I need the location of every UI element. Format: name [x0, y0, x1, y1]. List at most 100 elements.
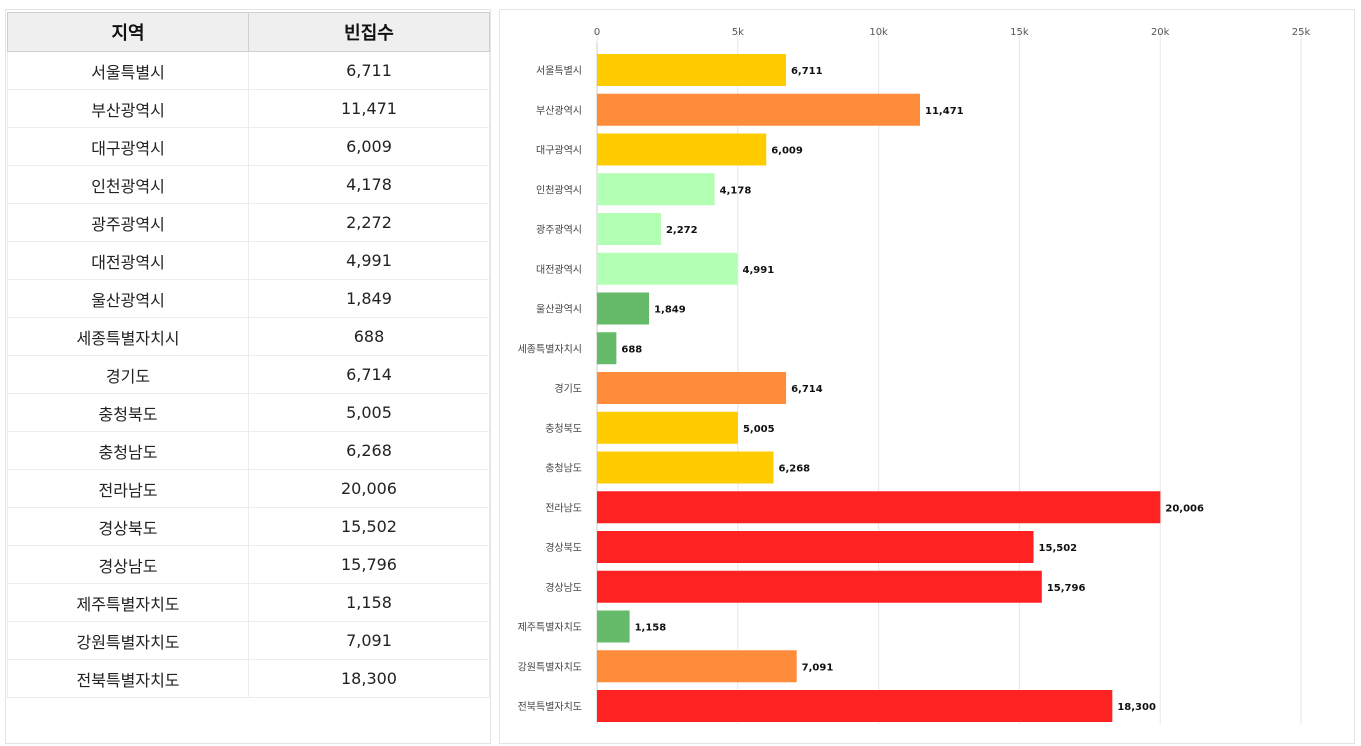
value-label: 15,502	[1039, 543, 1078, 554]
vacant-count-cell: 18,300	[248, 659, 490, 698]
table-body: 서울특별시 6,711 부산광역시 11,471 대구광역시 6,009 인천광역시 4,17…	[7, 51, 490, 698]
category-label: 광주광역시	[536, 224, 582, 236]
vacant-count-cell: 6,714	[248, 355, 490, 394]
region-cell: 부산광역시	[7, 89, 249, 128]
data-table-panel: 지역 빈집수 서울특별시 6,711 부산광역시 11,471 대구광역시 6,009 인천…	[5, 9, 491, 744]
category-labels: 서울특별시부산광역시대구광역시인천광역시광주광역시대전광역시울산광역시세종특별자…	[518, 65, 582, 713]
header-region[interactable]: 지역	[7, 12, 249, 52]
category-label: 경상남도	[545, 581, 582, 594]
category-label: 서울특별시	[536, 65, 582, 77]
region-cell: 경상북도	[7, 507, 249, 546]
table-header-row: 지역 빈집수	[7, 12, 490, 52]
bar[interactable]	[597, 451, 774, 484]
category-label: 전라남도	[545, 502, 582, 514]
bar[interactable]	[597, 133, 767, 166]
bar[interactable]	[597, 252, 738, 285]
bar[interactable]	[597, 372, 787, 404]
x-axis-ticks: 0 5k 10k 15k 20k 25k	[594, 27, 1311, 38]
region-cell: 울산광역시	[7, 279, 249, 318]
vacant-count-cell: 6,268	[248, 431, 490, 470]
table-row: 제주특별자치도 1,158	[7, 583, 490, 622]
region-cell: 제주특별자치도	[7, 583, 249, 622]
x-tick-label: 5k	[732, 27, 744, 38]
data-table: 지역 빈집수 서울특별시 6,711 부산광역시 11,471 대구광역시 6,009 인천…	[7, 12, 490, 698]
region-cell: 충청북도	[7, 393, 249, 432]
category-label: 강원특별자치도	[518, 661, 582, 673]
bar[interactable]	[597, 491, 1161, 524]
value-label: 15,796	[1047, 583, 1086, 594]
table-row: 경기도 6,714	[7, 355, 490, 394]
region-cell: 경기도	[7, 355, 249, 394]
region-cell: 대구광역시	[7, 127, 249, 166]
value-label: 20,006	[1165, 503, 1204, 514]
bar[interactable]	[597, 173, 715, 206]
category-label: 대구광역시	[536, 145, 582, 157]
value-label: 18,300	[1117, 702, 1156, 713]
value-label: 4,178	[720, 185, 752, 196]
vacant-count-cell: 15,502	[248, 507, 490, 546]
region-cell: 광주광역시	[7, 203, 249, 242]
bar[interactable]	[597, 292, 650, 325]
vacant-count-cell: 2,272	[248, 203, 490, 242]
value-label: 688	[621, 344, 642, 355]
category-label: 경기도	[554, 382, 582, 395]
category-label: 충청북도	[545, 423, 582, 435]
bar-chart-panel: 0 5k 10k 15k 20k 25k 서울특별시 부산광역시 대구광역시 인천광역시 광주광역…	[499, 9, 1355, 744]
bar[interactable]	[597, 531, 1034, 563]
table-row: 인천광역시 4,178	[7, 165, 490, 204]
value-label: 6,268	[779, 464, 811, 475]
header-vacant-count[interactable]: 빈집수	[248, 12, 490, 52]
bar[interactable]	[597, 332, 617, 365]
category-label: 부산광역시	[536, 105, 582, 117]
region-cell: 서울특별시	[7, 51, 249, 90]
value-label: 1,849	[654, 305, 686, 316]
category-label: 대전광역시	[536, 264, 582, 276]
bar[interactable]	[597, 650, 797, 683]
value-label: 6,009	[771, 146, 803, 157]
table-row: 경상북도 15,502	[7, 507, 490, 546]
category-label: 인천광역시	[536, 184, 582, 196]
table-row: 서울특별시 6,711	[7, 51, 490, 90]
region-cell: 대전광역시	[7, 241, 249, 280]
table-row: 대구광역시 6,009	[7, 127, 490, 166]
x-tick-label: 0	[594, 27, 600, 38]
bar[interactable]	[597, 411, 738, 444]
bar[interactable]	[597, 570, 1042, 603]
bars	[597, 54, 1161, 722]
vacant-count-cell: 1,849	[248, 279, 490, 318]
bar[interactable]	[597, 690, 1113, 722]
table-row: 경상남도 15,796	[7, 545, 490, 584]
value-label: 4,991	[743, 265, 775, 276]
region-cell: 전라남도	[7, 469, 249, 508]
region-cell: 인천광역시	[7, 165, 249, 204]
table-row: 광주광역시 2,272	[7, 203, 490, 242]
vacant-count-cell: 4,178	[248, 165, 490, 204]
table-row: 전북특별자치도 18,300	[7, 659, 490, 698]
category-label: 울산광역시	[536, 304, 582, 316]
bar[interactable]	[597, 93, 921, 126]
category-label: 경상북도	[545, 541, 582, 554]
vacant-count-cell: 1,158	[248, 583, 490, 622]
category-label: 세종특별자치시	[518, 343, 582, 355]
category-label: 전북특별자치도	[518, 701, 582, 713]
bar[interactable]	[597, 610, 630, 643]
x-tick-label: 20k	[1151, 27, 1170, 38]
region-cell: 세종특별자치시	[7, 317, 249, 356]
table-row: 전라남도 20,006	[7, 469, 490, 508]
vacant-count-cell: 688	[248, 317, 490, 356]
vacant-count-cell: 5,005	[248, 393, 490, 432]
x-tick-label: 15k	[1010, 27, 1029, 38]
value-label: 5,005	[743, 424, 775, 435]
category-label: 충청남도	[545, 463, 582, 475]
bar[interactable]	[597, 213, 661, 245]
vacant-count-cell: 15,796	[248, 545, 490, 584]
bar[interactable]	[597, 54, 786, 86]
table-row: 울산광역시 1,849	[7, 279, 490, 318]
table-row: 충청북도 5,005	[7, 393, 490, 432]
vacant-count-cell: 11,471	[248, 89, 490, 128]
region-cell: 강원특별자치도	[7, 621, 249, 660]
vacant-count-cell: 4,991	[248, 241, 490, 280]
value-label: 7,091	[802, 662, 834, 673]
vacant-count-cell: 7,091	[248, 621, 490, 660]
x-tick-label: 25k	[1292, 27, 1311, 38]
